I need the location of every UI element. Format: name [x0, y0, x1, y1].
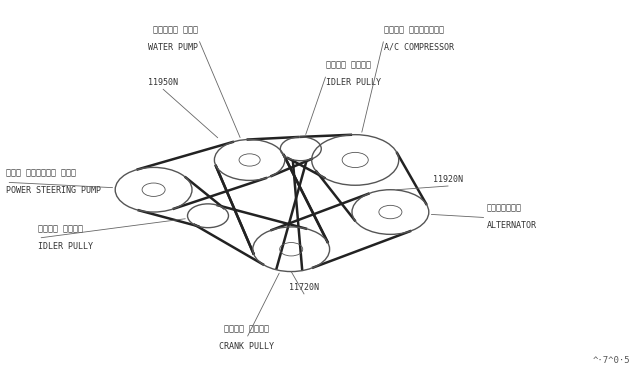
Text: パワー ステアリング ポンプ: パワー ステアリング ポンプ — [6, 169, 76, 177]
Text: IDLER PULLY: IDLER PULLY — [38, 242, 93, 251]
Text: クランク プーリー: クランク プーリー — [224, 325, 269, 334]
Text: アイドラ プーリー: アイドラ プーリー — [38, 224, 83, 233]
Text: 11950N: 11950N — [148, 78, 178, 87]
Text: アイドラ プーリー: アイドラ プーリー — [326, 61, 371, 70]
Text: WATER PUMP: WATER PUMP — [148, 43, 198, 52]
Text: オルタネーター: オルタネーター — [486, 204, 522, 213]
Text: 11920N: 11920N — [433, 175, 463, 184]
Text: エアコン コンプレッサー: エアコン コンプレッサー — [384, 25, 444, 34]
Text: ^·7^0·5: ^·7^0·5 — [593, 356, 630, 365]
Text: ウォーター ポンプ: ウォーター ポンプ — [154, 25, 198, 34]
Text: CRANK PULLY: CRANK PULLY — [219, 342, 274, 351]
Text: 11720N: 11720N — [289, 283, 319, 292]
Text: A/C COMPRESSOR: A/C COMPRESSOR — [384, 43, 454, 52]
Text: IDLER PULLY: IDLER PULLY — [326, 78, 381, 87]
Text: POWER STEERING PUMP: POWER STEERING PUMP — [6, 186, 101, 195]
Text: ALTERNATOR: ALTERNATOR — [486, 221, 536, 230]
